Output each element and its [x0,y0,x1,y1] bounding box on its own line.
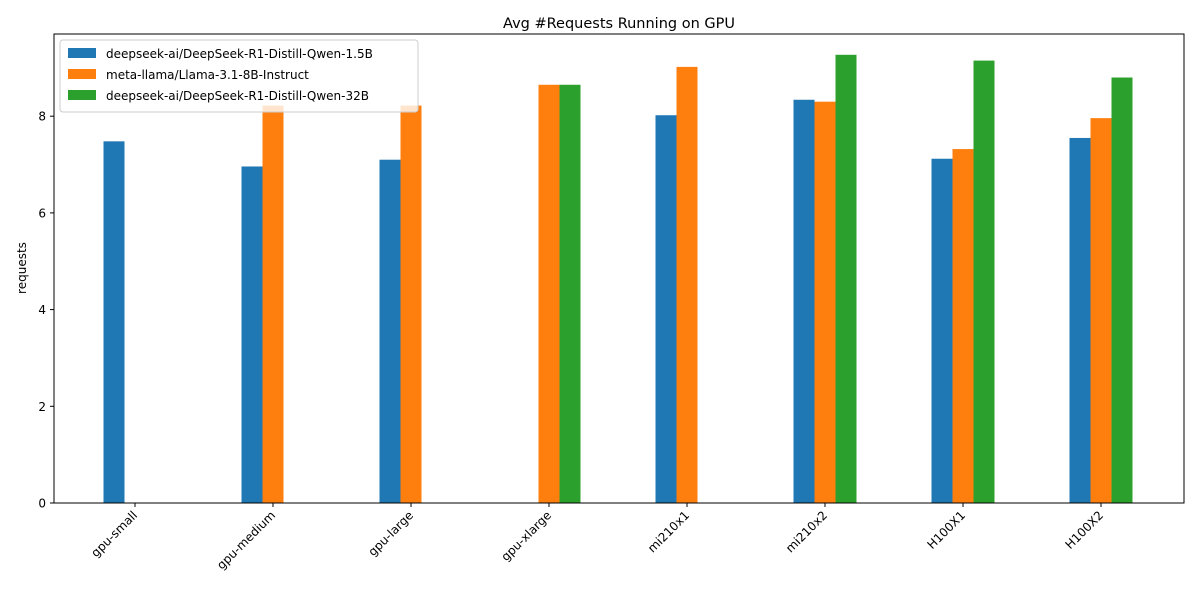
y-tick-label: 6 [38,206,46,220]
legend: deepseek-ai/DeepSeek-R1-Distill-Qwen-1.5… [59,39,419,113]
legend-swatch [68,69,96,79]
bar-gpu-large-series-1 [379,159,401,503]
chart-title: Avg #Requests Running on GPU [503,16,735,32]
bar-H100X1-series-3 [973,60,995,504]
bar-mi210x1-series-1 [655,115,677,503]
plot-area-frame [53,33,1185,504]
bar-gpu-large-series-2 [400,105,422,503]
bar-H100X2-series-3 [1111,77,1133,504]
y-tick-label: 8 [38,110,46,124]
bars-group [103,54,1133,504]
bar-gpu-small-series-1 [103,141,125,503]
legend-box [59,39,419,113]
bar-H100X2-series-2 [1090,118,1112,503]
bar-gpu-medium-series-1 [241,166,263,504]
legend-swatch [68,90,96,100]
bar-mi210x1-series-2 [676,66,698,503]
y-tick-label: 4 [38,303,46,317]
bar-gpu-medium-series-2 [262,105,284,503]
bar-mi210x2-series-3 [835,54,857,503]
y-tick-label: 0 [38,497,46,511]
legend-label: deepseek-ai/DeepSeek-R1-Distill-Qwen-32B [106,89,369,103]
legend-label: deepseek-ai/DeepSeek-R1-Distill-Qwen-1.5… [106,47,373,61]
bar-gpu-xlarge-series-2 [538,84,560,504]
bar-H100X1-series-1 [931,158,953,504]
bar-gpu-xlarge-series-3 [559,84,581,504]
bar-mi210x2-series-1 [793,99,815,503]
bar-H100X2-series-1 [1069,137,1091,503]
bar-mi210x2-series-2 [814,101,836,503]
legend-swatch [68,48,96,58]
bar-H100X1-series-2 [952,149,974,503]
y-axis-label: requests [15,242,29,294]
y-axis-ticks: 0 2 4 6 8 [38,110,54,511]
y-tick-label: 2 [38,400,46,414]
legend-label: meta-llama/Llama-3.1-8B-Instruct [106,68,309,82]
